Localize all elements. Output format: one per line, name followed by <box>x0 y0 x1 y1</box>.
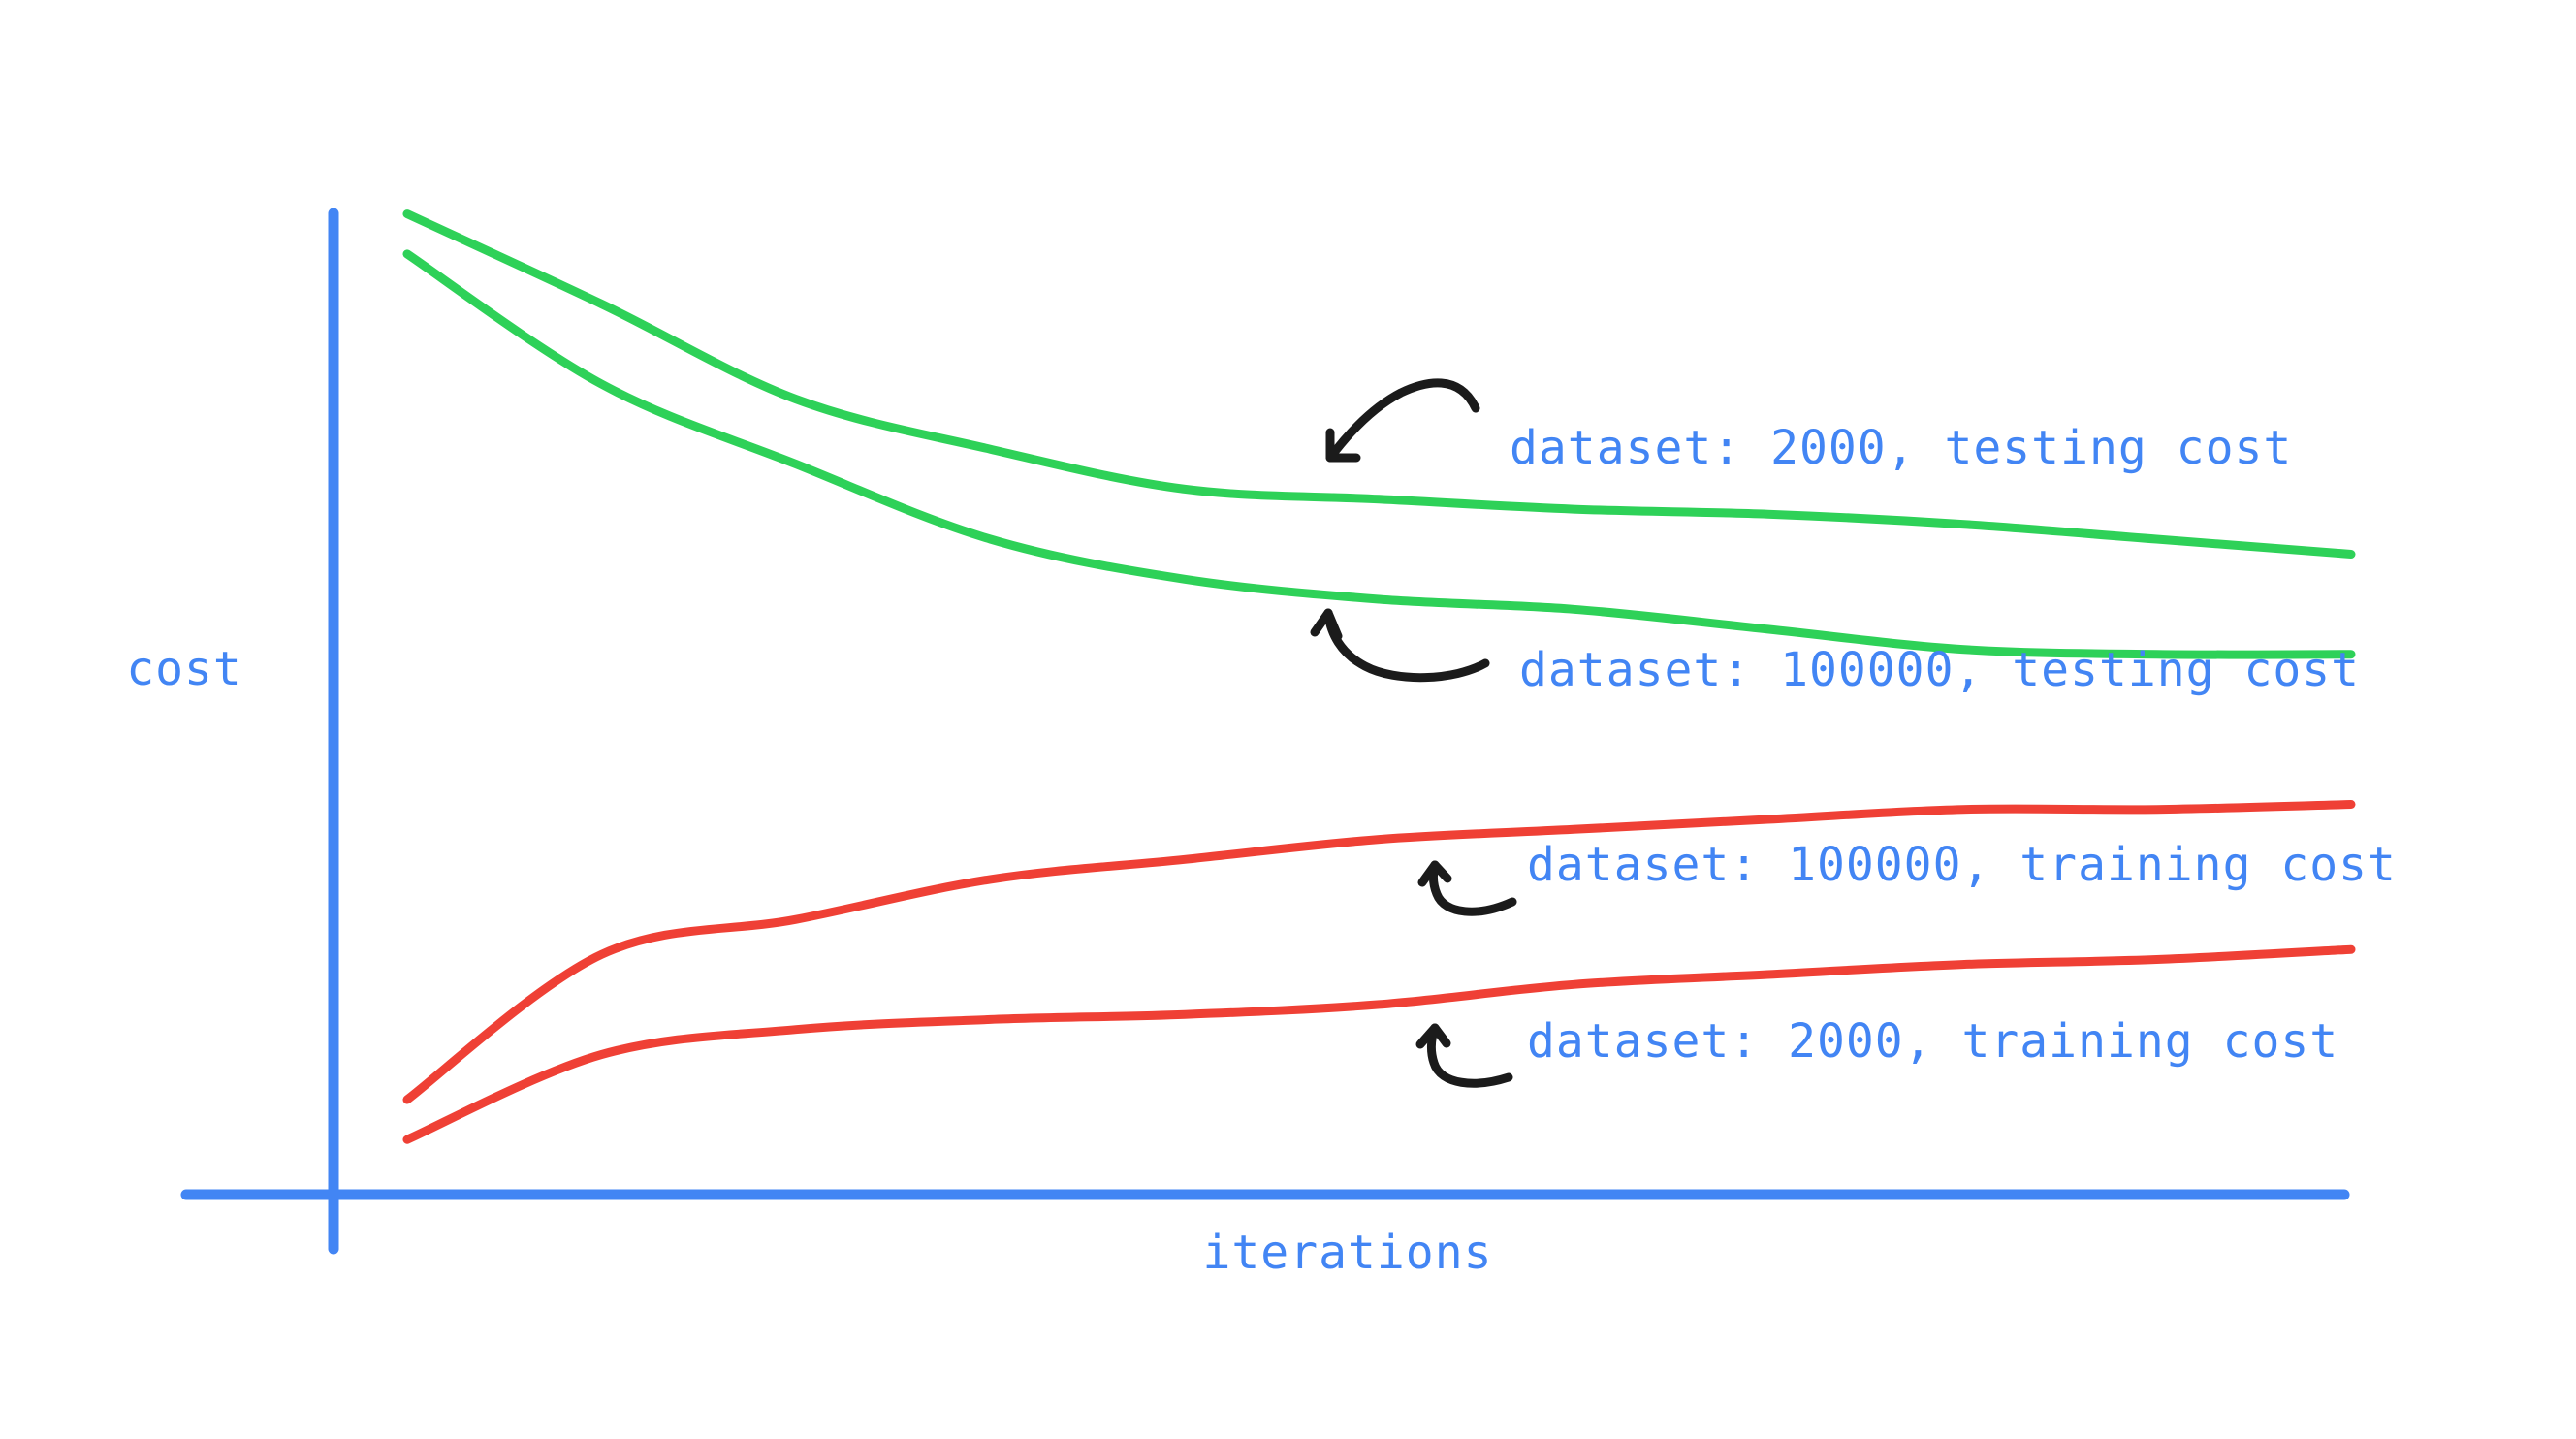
arrow-icon <box>1323 608 1490 683</box>
x-axis-label: iterations <box>1203 1226 1493 1280</box>
y-axis-label: cost <box>126 642 242 696</box>
arrow-icon <box>1415 1023 1451 1049</box>
arrow-icon <box>1325 378 1480 463</box>
annotation-arrows <box>1310 378 1517 1088</box>
arrow-icon <box>1325 428 1361 463</box>
series-line-2 <box>402 800 2356 1104</box>
series-layer <box>402 209 2356 1144</box>
arrow-icon <box>1310 608 1343 641</box>
series-line-3 <box>402 944 2356 1144</box>
arrow-icon <box>1417 860 1452 887</box>
annotation-label: dataset: 100000, training cost <box>1527 838 2397 892</box>
annotation-label: dataset: 100000, testing cost <box>1519 643 2360 697</box>
annotation-label: dataset: 2000, testing cost <box>1510 421 2292 475</box>
series-line-0 <box>402 209 2356 559</box>
series-line-1 <box>402 249 2356 659</box>
arrow-icon <box>1427 1023 1513 1088</box>
annotation-label: dataset: 2000, training cost <box>1527 1014 2338 1069</box>
